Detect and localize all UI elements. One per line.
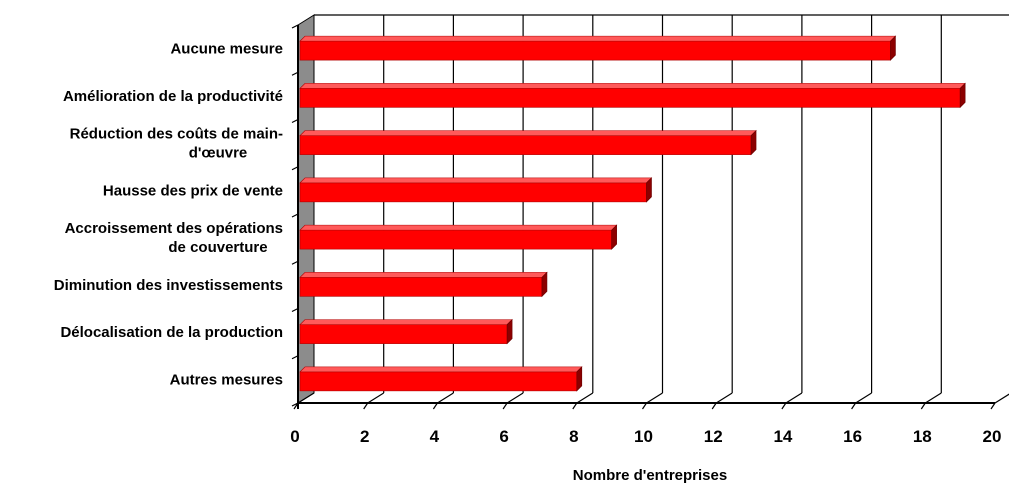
floor-line	[785, 392, 803, 404]
x-tick-label: 2	[360, 427, 369, 446]
bar	[299, 224, 618, 250]
x-tick-mark	[293, 402, 299, 410]
y-tick-mark	[291, 166, 299, 171]
bar-side	[506, 318, 513, 345]
bar-front	[299, 371, 578, 392]
floor-line	[437, 392, 454, 404]
floor-line	[924, 392, 942, 404]
x-axis-title: Nombre d'entreprises	[573, 467, 727, 484]
x-tick-mark	[502, 402, 508, 410]
bar-side	[890, 35, 896, 61]
x-tick-labels: 0 2 4 6 8 10 12 14 16 18 20	[290, 427, 1001, 446]
x-tick-label: 20	[983, 427, 1002, 446]
bar-top	[299, 366, 583, 373]
category-labels: Aucune mesure Amélioration de la producti…	[54, 41, 283, 389]
x-tick-label: 4	[430, 427, 440, 446]
floor-line	[297, 392, 315, 404]
x-tick-label: 14	[773, 427, 792, 446]
x-tick-mark	[432, 402, 438, 410]
category-label: Amélioration de la productivité	[63, 88, 283, 105]
bar	[299, 82, 966, 109]
bar-side	[959, 82, 966, 109]
bar-side	[541, 271, 548, 298]
x-tick-mark	[990, 402, 996, 410]
bar-side	[750, 129, 757, 156]
axes	[291, 24, 996, 410]
chart-walls	[297, 14, 315, 404]
bar-side	[611, 224, 617, 250]
x-tick-label: 6	[499, 427, 508, 446]
bar-top	[299, 35, 897, 42]
bars	[299, 35, 966, 392]
bar-top	[299, 83, 966, 89]
floor-line	[367, 392, 385, 404]
y-tick-mark	[291, 213, 299, 218]
bar	[299, 271, 548, 298]
x-tick-mark	[642, 402, 647, 410]
floor-line	[576, 392, 594, 404]
x-tick-label: 8	[569, 427, 578, 446]
y-tick-mark	[291, 307, 299, 313]
bar-front	[299, 88, 961, 108]
category-label: Accroissement des opérations de couvertur…	[65, 220, 283, 256]
category-label: Diminution des investissements	[54, 277, 283, 294]
x-tick-label: 0	[290, 427, 299, 446]
gridlines	[297, 14, 1009, 404]
category-label: Délocalisation de la production	[60, 324, 283, 341]
bar	[299, 366, 583, 392]
x-tick-mark	[851, 402, 857, 410]
x-tick-label: 12	[704, 427, 723, 446]
bar-top	[299, 224, 618, 231]
x-tick-label: 10	[634, 427, 653, 446]
bar-side	[576, 366, 583, 392]
bar-front	[299, 182, 647, 203]
bar-top	[299, 177, 653, 184]
x-tick-mark	[572, 402, 578, 410]
floor-line	[715, 392, 733, 404]
x-tick-mark	[363, 402, 369, 410]
category-label: Hausse des prix de vente	[103, 182, 283, 199]
floor-line	[506, 392, 524, 404]
bar-top	[299, 272, 548, 278]
bar-front	[299, 229, 612, 250]
bar-front	[299, 277, 543, 297]
bar	[299, 177, 653, 203]
floor-line	[994, 393, 1009, 404]
y-tick-mark	[291, 71, 299, 76]
y-tick-mark	[291, 118, 299, 124]
y-tick-mark	[291, 355, 299, 360]
y-tick-mark	[291, 24, 299, 29]
x-tick-label: 16	[843, 427, 862, 446]
bar-front	[299, 135, 752, 155]
side-wall	[297, 14, 315, 404]
floor-line	[646, 392, 663, 404]
y-tick-mark	[291, 260, 299, 265]
category-label: Autres mesures	[170, 371, 283, 388]
bar-front	[299, 324, 508, 344]
floor-line	[855, 392, 872, 404]
bar	[299, 318, 513, 345]
category-label: Réduction des coûts de main-d'œuvre	[70, 126, 283, 162]
category-label: Aucune mesure	[170, 41, 283, 58]
x-tick-mark	[781, 402, 787, 410]
bar	[299, 35, 897, 61]
bar-top	[299, 130, 757, 136]
x-tick-mark	[711, 402, 717, 410]
bar-front	[299, 40, 891, 61]
x-tick-mark	[920, 402, 926, 410]
x-tick-label: 18	[913, 427, 932, 446]
bar	[299, 129, 757, 156]
bar-side	[646, 177, 652, 203]
bar-top	[299, 319, 513, 325]
